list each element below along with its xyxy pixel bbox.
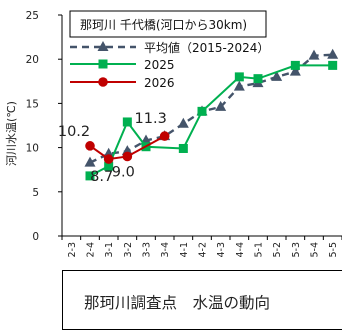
x-tick-label: 5-3 [291, 242, 302, 258]
x-tick-label: 4-1 [179, 242, 190, 258]
series-layer [84, 48, 339, 181]
footer-box [62, 270, 342, 330]
x-tick-label: 2-3 [67, 242, 78, 258]
x-tick-label: 3-1 [104, 242, 115, 258]
footer-caption: 那珂川調査点 水温の動向 [84, 294, 271, 312]
series-line [89, 64, 333, 177]
point-circle [98, 77, 108, 87]
series-2 [85, 131, 170, 164]
y-tick-label: 20 [26, 54, 39, 66]
x-tick-label: 3-4 [160, 242, 171, 258]
legend-title-box [69, 10, 267, 38]
point-square [122, 117, 132, 127]
point-triangle [289, 65, 301, 76]
x-tick-label: 3-2 [123, 242, 134, 258]
legend-label: 2025 [144, 58, 175, 72]
y-tick-label: 5 [32, 187, 39, 199]
legend: 那珂川 千代橋(河口から30km) 平均値（2015-2024） 2025 2026 [69, 10, 269, 90]
point-triangle [84, 156, 96, 167]
x-tick-label: 4-4 [235, 242, 246, 258]
point-square [253, 74, 263, 84]
point-triangle [97, 41, 109, 51]
x-tick-label: 5-1 [254, 242, 265, 258]
data-labels: 10.2 8.79.0 11.3 [58, 111, 167, 185]
x-tick-label: 4-3 [216, 242, 227, 258]
chart-title: 那珂川 千代橋(河口から30km) [80, 18, 247, 32]
point-square [328, 60, 338, 70]
point-square [290, 60, 300, 70]
point-square [98, 59, 108, 69]
point-triangle [233, 80, 245, 91]
series-1 [85, 60, 338, 181]
point-triangle [327, 48, 339, 59]
x-tick-label: 5-4 [310, 242, 321, 258]
point-circle [85, 141, 95, 151]
point-circle [122, 151, 133, 162]
legend-label: 2026 [144, 76, 175, 90]
x-tick-label: 2-4 [86, 242, 97, 258]
x-tick-label: 3-3 [142, 242, 153, 258]
legend-label: 平均値（2015-2024） [144, 40, 269, 55]
data-label: 11.3 [135, 111, 167, 127]
data-label: 9.0 [112, 164, 135, 180]
series-line [89, 135, 166, 161]
point-square [234, 72, 244, 82]
point-circle [159, 131, 170, 141]
point-triangle [308, 49, 320, 60]
y-tick-label: 0 [32, 231, 39, 243]
x-tick-label: 5-5 [328, 242, 339, 258]
series-line [89, 53, 333, 164]
x-tick-label: 4-2 [198, 242, 209, 258]
data-label: 8.7 [90, 169, 113, 185]
y-tick-label: 25 [26, 10, 39, 22]
point-square [197, 106, 207, 116]
point-triangle [215, 100, 227, 111]
series-0 [84, 48, 339, 167]
data-label: 10.2 [58, 124, 90, 140]
point-square [85, 171, 95, 181]
point-square [178, 143, 188, 153]
point-triangle [177, 117, 189, 128]
point-triangle [271, 70, 283, 81]
y-tick-label: 15 [26, 98, 39, 110]
y-tick-label: 10 [26, 143, 39, 155]
point-square [104, 161, 114, 171]
point-circle [103, 154, 114, 164]
x-tick-label: 5-2 [272, 242, 283, 258]
y-axis-title: 河川水温(℃) [5, 101, 18, 166]
